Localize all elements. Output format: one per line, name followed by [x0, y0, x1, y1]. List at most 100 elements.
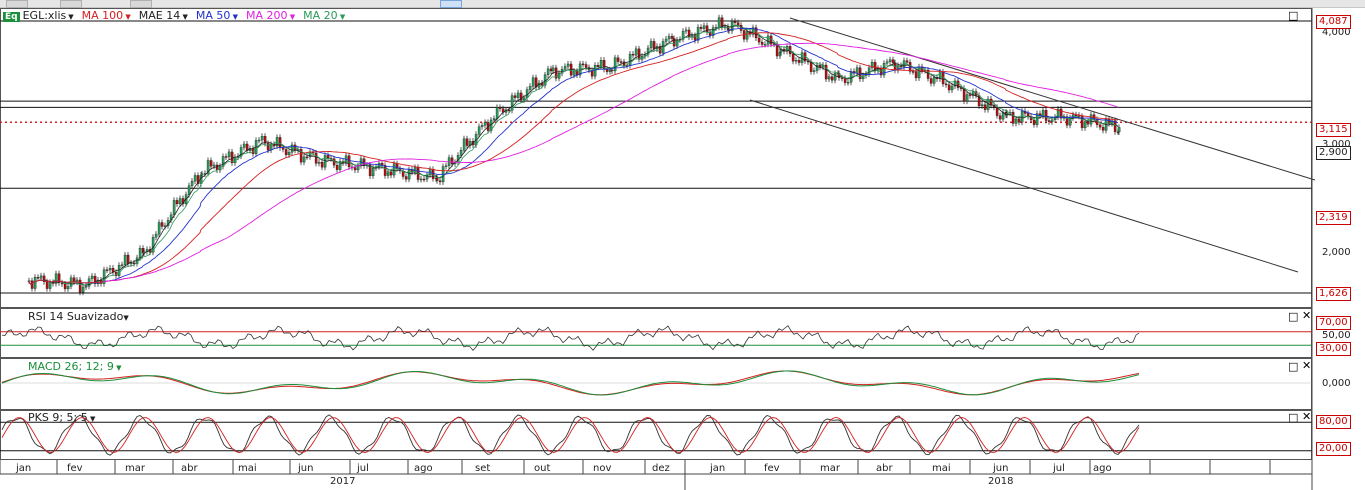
candle-body — [947, 84, 951, 91]
candle-body — [672, 38, 676, 47]
candle-body — [858, 67, 862, 80]
toolbar-button[interactable] — [6, 0, 28, 8]
candle-body — [90, 275, 94, 279]
candle-body — [36, 277, 40, 279]
year-label: 2017 — [330, 476, 356, 487]
equity-badge: Eq — [3, 12, 20, 22]
month-label: fev — [764, 463, 780, 474]
price-tick: 4,000 — [1322, 27, 1351, 38]
candle-body — [926, 69, 930, 79]
candle-body — [965, 94, 969, 102]
candle-body — [266, 143, 270, 151]
legend-item[interactable]: MA 50 ▼ — [196, 9, 238, 22]
candle-body — [105, 269, 109, 271]
candle-body — [154, 233, 158, 238]
trend-line-upper — [789, 17, 1316, 181]
candle-body — [631, 53, 635, 56]
candle-body — [1059, 108, 1063, 119]
candle-body — [794, 60, 798, 62]
candle-body — [610, 69, 614, 72]
maximize-icon[interactable]: □ — [1288, 360, 1299, 373]
candle-body — [968, 94, 972, 96]
candle-body — [404, 176, 408, 180]
candle-body — [628, 53, 632, 66]
candle-body — [815, 64, 819, 71]
candle-body — [613, 57, 617, 72]
candle-body — [160, 222, 164, 227]
price-pane[interactable] — [0, 8, 1312, 308]
candle-body — [33, 277, 37, 289]
pks-title[interactable]: PKS 9; 5; 5 ▼ — [28, 411, 95, 424]
candle-body — [84, 286, 88, 288]
candle-body — [827, 76, 831, 80]
pks-pane[interactable] — [0, 410, 1312, 460]
candle-body — [281, 147, 285, 150]
candle-body — [800, 52, 804, 63]
candle-body — [581, 63, 585, 66]
ma200-line — [102, 42, 1119, 283]
close-icon[interactable]: ✕ — [1302, 309, 1312, 322]
candle-body — [932, 77, 936, 84]
candle-body — [419, 178, 423, 181]
close-icon[interactable]: ✕ — [1302, 359, 1312, 372]
candle-body — [483, 122, 487, 126]
maximize-icon[interactable]: □ — [1288, 310, 1299, 323]
legend-item-label: MA 20 — [303, 9, 338, 22]
candle-body — [450, 157, 454, 165]
candle-body — [102, 269, 106, 284]
candle-body — [278, 137, 282, 148]
maximize-icon[interactable]: □ — [1288, 9, 1299, 22]
candle-body — [748, 31, 752, 35]
candle-body — [1044, 110, 1048, 121]
candle-body — [462, 138, 466, 151]
candle-body — [209, 160, 213, 167]
toolbar-button[interactable] — [60, 0, 82, 8]
candle-body — [717, 17, 721, 28]
month-label: ago — [1093, 463, 1112, 474]
candle-body — [108, 268, 112, 271]
candle-body — [66, 286, 70, 290]
candle-body — [190, 180, 194, 186]
candle-body — [929, 78, 933, 84]
candle-body — [593, 65, 597, 77]
candle-body — [123, 254, 127, 265]
close-icon[interactable]: ✕ — [1302, 410, 1312, 423]
macd-title[interactable]: MACD 26; 12; 9 ▼ — [28, 360, 121, 373]
candle-body — [980, 104, 984, 107]
candle-body — [911, 71, 915, 73]
candle-body — [510, 95, 514, 111]
candle-body — [492, 118, 496, 121]
candle-body — [1011, 112, 1015, 124]
price-tag: 3,115 — [1316, 123, 1351, 137]
rsi-title[interactable]: RSI 14 Suavizado▼ — [28, 310, 129, 323]
candle-body — [263, 136, 267, 144]
candle-body — [495, 107, 499, 119]
candle-body — [422, 178, 426, 181]
legend-item[interactable]: MA 100 ▼ — [82, 9, 131, 22]
candle-body — [1101, 126, 1105, 131]
legend-item[interactable]: MAE 14 ▼ — [139, 9, 188, 22]
toolbar-button[interactable] — [130, 0, 152, 8]
candle-body — [551, 67, 555, 72]
candle-body — [45, 281, 49, 289]
rsi-title-label: RSI 14 Suavizado — [28, 310, 124, 323]
legend-item[interactable]: MA 20 ▼ — [303, 9, 345, 22]
candle-body — [353, 167, 357, 171]
candle-body — [681, 30, 685, 40]
rsi-level-tag: 30,00 — [1316, 342, 1351, 356]
legend-item[interactable]: MA 200 ▼ — [246, 9, 295, 22]
candle-body — [78, 279, 82, 293]
candle-body — [619, 61, 623, 63]
toolbar-button[interactable] — [440, 0, 462, 8]
candle-body — [477, 126, 481, 135]
dropdown-caret-icon: ▼ — [287, 13, 296, 21]
candle-body — [224, 156, 228, 158]
candle-body — [120, 264, 124, 266]
maximize-icon[interactable]: □ — [1288, 411, 1299, 424]
candle-body — [305, 156, 309, 159]
macd-pane[interactable] — [0, 358, 1312, 410]
month-label: jul — [357, 463, 369, 474]
candle-body — [950, 85, 954, 91]
symbol-legend[interactable]: Eq EGL:xlis ▼ — [3, 9, 74, 22]
